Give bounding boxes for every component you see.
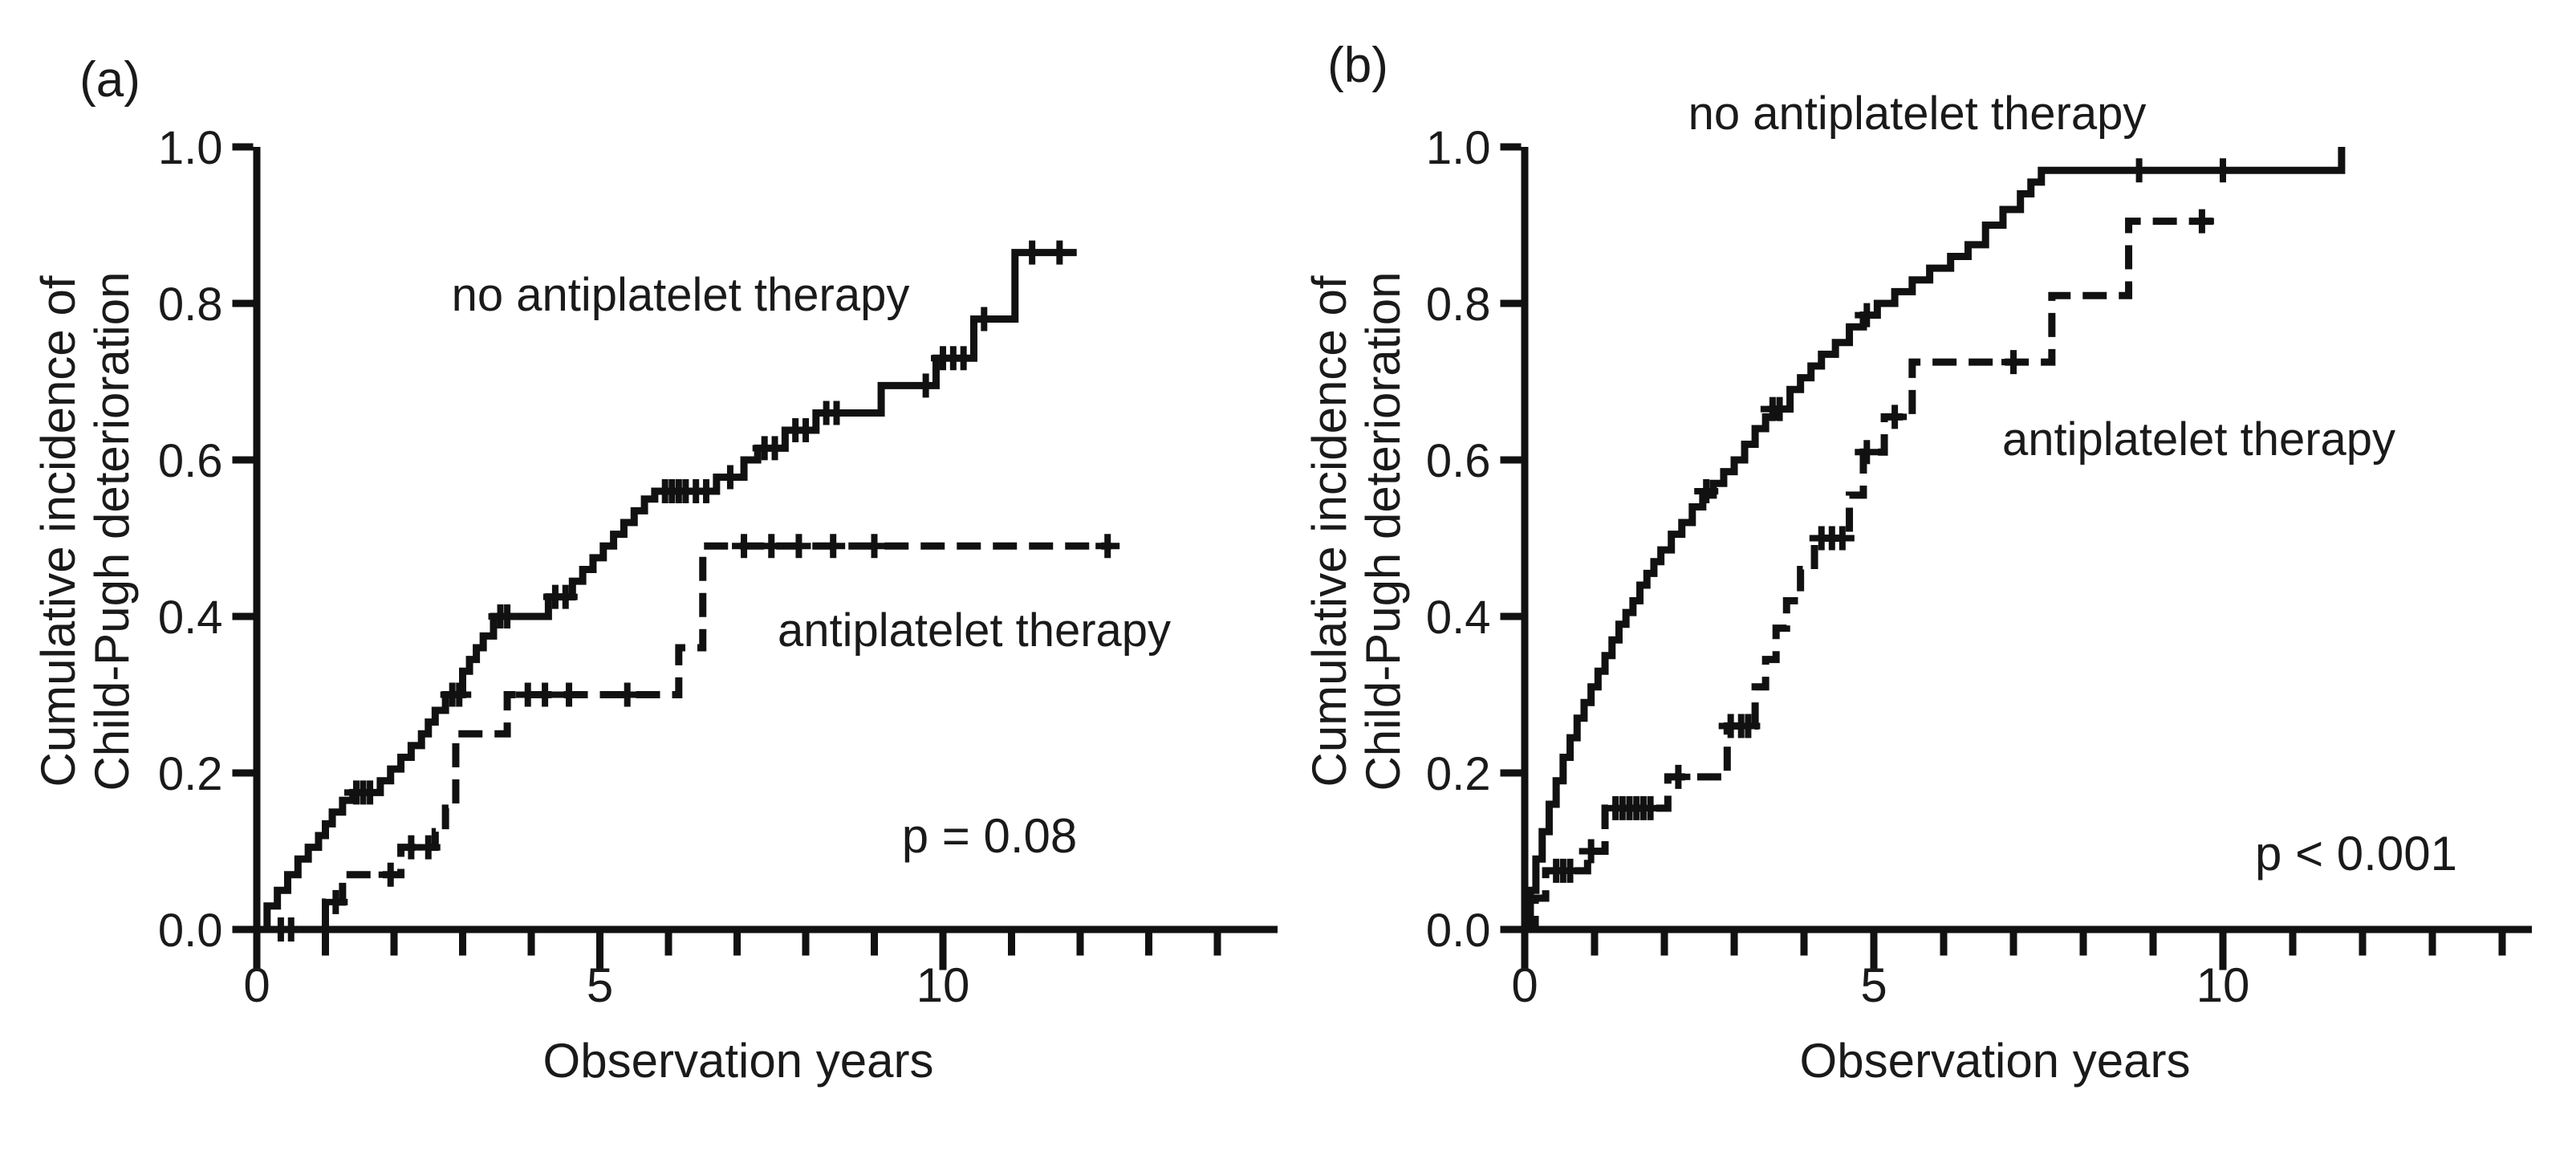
- panel-a-curve-no-antiplatelet-censor-mark: [717, 465, 742, 490]
- panel-a-y-axis-title-line1: Cumulative incidence of: [30, 275, 85, 787]
- panel-a-curve-no-antiplatelet-censor-mark: [951, 346, 976, 371]
- panel-b-x-tick-label: 10: [2196, 958, 2250, 1012]
- panel-b-x-tick-label: 5: [1860, 958, 1887, 1012]
- panel-a-curve-antiplatelet-censor-mark: [615, 682, 640, 707]
- panel-a-y-tick-label: 0.8: [158, 279, 223, 331]
- panel-a-curve-no-antiplatelet-censor-mark: [553, 584, 578, 609]
- panel-a-curve-antiplatelet-censor-mark: [732, 534, 757, 559]
- panel-a-curve-no-antiplatelet-censor-mark: [358, 780, 383, 805]
- panel-a-curve-antiplatelet-censor-mark: [533, 682, 558, 707]
- panel-a-curve-no-antiplatelet-censor-mark: [824, 401, 849, 425]
- panel-b-curve-antiplatelet-censor-mark: [2001, 350, 2025, 375]
- panel-a-curve-antiplatelet: [257, 542, 1111, 933]
- panel-b-curve-antiplatelet-censor-mark: [1830, 526, 1855, 551]
- panel-a-curve-antiplatelet-censor-mark: [862, 534, 887, 559]
- panel-b-y-tick-label: 0.6: [1426, 435, 1491, 487]
- panel-a-x-tick-label: 10: [916, 958, 970, 1012]
- panel-a-curve-antiplatelet-censor-mark: [378, 862, 403, 887]
- panel-b-curve-antiplatelet-censor-mark: [1579, 839, 1603, 864]
- panel-b-x-tick-label: 0: [1511, 958, 1538, 1012]
- panel-b-curve-antiplatelet-censor-mark: [1638, 795, 1663, 820]
- panel-b-curve-antiplatelet-censor-mark: [2189, 209, 2214, 234]
- panel-a-curve-antiplatelet-censor-mark: [557, 682, 582, 707]
- panel-a-curve-no-antiplatelet-censor-mark: [694, 479, 719, 503]
- panel-b-y-tick-label: 0.0: [1426, 905, 1491, 957]
- panel-a-curve-no-antiplatelet: [257, 249, 1077, 933]
- panel-a-y-tick-label: 0.2: [158, 748, 223, 800]
- panel-b-x-axis-title: Observation years: [1799, 1034, 2191, 1088]
- panel-a-curve-antiplatelet-censor-mark: [323, 889, 348, 914]
- panel-b-y-axis-title-line1: Cumulative incidence of: [1302, 275, 1356, 787]
- panel-b-curve-antiplatelet-censor-mark: [1883, 405, 1908, 429]
- panel-a-y-tick-label: 1.0: [158, 122, 223, 174]
- panel-b-curve-antiplatelet-censor-mark: [1855, 440, 1879, 465]
- panel-a-curve-antiplatelet-censor-mark: [278, 917, 303, 942]
- panel-a-curve-no-antiplatelet-censor-mark: [913, 373, 938, 398]
- panel-b-curve-no-antiplatelet-censor-mark: [1694, 479, 1719, 503]
- panel-a-y-axis-title: Cumulative incidence of Child-Pugh deter…: [31, 271, 139, 791]
- panel-a-y-axis-title-line2: Child-Pugh deterioration: [85, 271, 139, 791]
- panel-a-curve-antiplatelet-censor-mark: [786, 534, 811, 559]
- panel-a-curve-no-antiplatelet-censor-mark: [762, 436, 787, 461]
- panel-a-label: (a): [79, 51, 140, 108]
- panel-b-curve-no-antiplatelet-censor-mark: [1767, 397, 1792, 421]
- panel-a-curve-no-antiplatelet-censor-mark: [447, 682, 472, 707]
- panel-b-curve-no-antiplatelet-censor-mark: [2127, 158, 2151, 183]
- panel-a-curve-no-antiplatelet-censor-mark: [1047, 240, 1072, 265]
- panel-a-x-tick-label: 5: [587, 958, 613, 1012]
- panel-b-series-label-no-antiplatelet: no antiplatelet therapy: [1688, 87, 2147, 140]
- panel-a-y-tick-label: 0.4: [158, 592, 223, 644]
- panel-b-label: (b): [1327, 37, 1388, 93]
- panel-b-curve-antiplatelet-censor-mark: [1736, 714, 1761, 738]
- panel-a-curve-antiplatelet-censor-mark: [1095, 534, 1120, 559]
- panel-a-series-label-antiplatelet: antiplatelet therapy: [777, 604, 1172, 657]
- panel-a-curve-antiplatelet-censor-mark: [821, 534, 846, 559]
- panel-b-curve-no-antiplatelet-censor-mark: [2211, 158, 2235, 183]
- panel-b-y-axis-title: Cumulative incidence of Child-Pugh deter…: [1302, 271, 1410, 791]
- panel-a-p-value: p = 0.08: [901, 809, 1078, 863]
- panel-a-curve-no-antiplatelet-censor-mark: [1020, 240, 1045, 265]
- panel-b-y-tick-label: 0.2: [1426, 748, 1491, 800]
- panel-a-curve-antiplatelet-censor-mark: [416, 835, 441, 860]
- panel-b-y-tick-label: 0.8: [1426, 279, 1491, 331]
- panel-a-curve-no-antiplatelet-censor-mark: [794, 417, 818, 442]
- panel-a-curve-no-antiplatelet-censor-mark: [495, 604, 520, 628]
- panel-b-p-value: p < 0.001: [2255, 827, 2457, 881]
- panel-b-y-tick-label: 0.4: [1426, 592, 1491, 644]
- panel-b-y-axis-title-line2: Child-Pugh deterioration: [1356, 271, 1410, 791]
- panel-a-y-tick-label: 0.0: [158, 905, 223, 957]
- panel-b-y-tick-label: 1.0: [1426, 122, 1491, 174]
- panel-a-curve-no-antiplatelet-censor-mark: [972, 307, 997, 331]
- panel-a-curve-antiplatelet-censor-mark: [759, 534, 784, 559]
- panel-a-x-axis-title: Observation years: [542, 1034, 934, 1088]
- panel-b-curve-antiplatelet-censor-mark: [1558, 858, 1583, 883]
- panel-a-x-tick-label: 0: [243, 958, 270, 1012]
- panel-b-curve-no-antiplatelet-censor-mark: [1855, 303, 1879, 327]
- panel-b-series-label-antiplatelet: antiplatelet therapy: [2001, 413, 2396, 466]
- panel-b-curve-antiplatelet: [1525, 218, 2216, 933]
- panel-b-curve-antiplatelet-censor-mark: [1666, 764, 1691, 789]
- panel-a-series-label-no-antiplatelet: no antiplatelet therapy: [451, 269, 910, 322]
- panel-b-curve-no-antiplatelet: [1525, 147, 2346, 933]
- panel-a-y-tick-label: 0.6: [158, 435, 223, 487]
